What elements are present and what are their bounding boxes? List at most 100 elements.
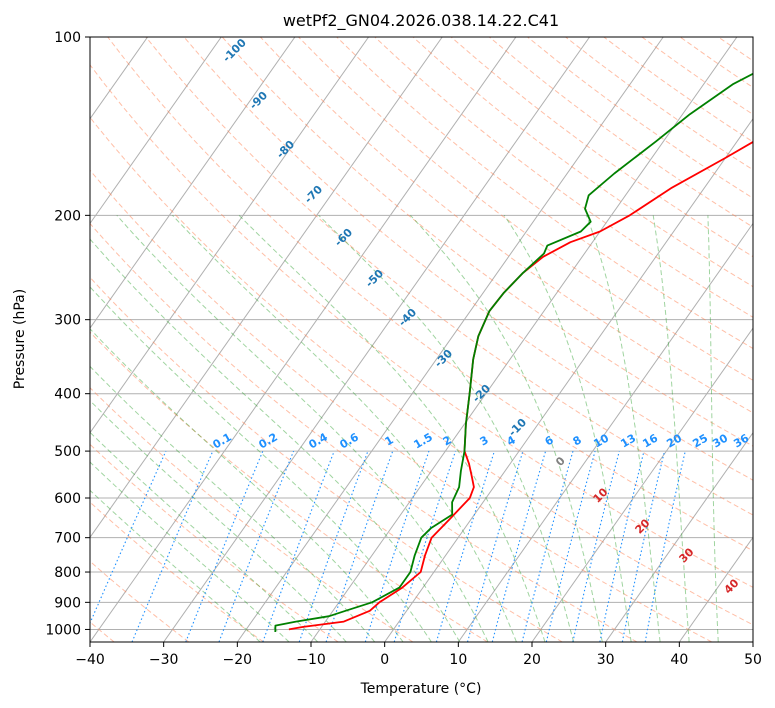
y-tick-label: 100 <box>54 30 81 46</box>
dry-adiabat-line <box>90 331 488 642</box>
dry-adiabat-line <box>90 222 638 642</box>
dry-adiabat-line <box>679 37 753 88</box>
y-tick-label: 600 <box>54 491 81 507</box>
chart-title: wetPf2_GN04.2026.038.14.22.C41 <box>283 11 559 31</box>
mixing-ratio-label: 6 <box>543 433 556 448</box>
dry-adiabat-label: -40 <box>396 306 419 329</box>
x-axis-label: Temperature (°C) <box>360 681 482 697</box>
moist-adiabat-line <box>90 489 261 642</box>
mixing-ratio-label: 13 <box>618 432 638 451</box>
mixing-ratio-label: 0.6 <box>338 430 362 451</box>
mixing-ratio-line <box>298 450 369 642</box>
mixing-ratio-line <box>393 450 457 642</box>
isotherm-line <box>752 641 753 642</box>
mixing-ratio-label: 36 <box>731 431 751 450</box>
dry-adiabat-line <box>488 37 753 228</box>
isotherm-line <box>90 37 443 539</box>
isotherm-line <box>90 37 517 642</box>
dewpoint-profile-line <box>274 72 753 633</box>
mixing-ratio-line <box>599 450 645 642</box>
moist-adiabat-line <box>652 215 690 642</box>
y-tick-label: 1000 <box>45 622 81 638</box>
x-tick-label: 10 <box>449 652 467 668</box>
mixing-ratio-label: 1.5 <box>412 430 435 451</box>
y-tick-label: 500 <box>54 444 81 460</box>
dry-adiabat-line <box>641 37 753 116</box>
mixing-ratio-line <box>218 450 295 642</box>
isotherm-line <box>90 37 222 225</box>
temperature-profile-line <box>288 140 753 631</box>
isotherm-line <box>384 117 753 642</box>
dry-adiabat-line <box>90 276 563 642</box>
mixing-ratio-label: 30 <box>710 431 730 450</box>
moist-adiabat-label: 10 <box>591 485 611 505</box>
mixing-ratio-line <box>90 450 167 625</box>
moist-adiabat-line <box>90 399 347 642</box>
isotherm-line <box>605 431 753 642</box>
mixing-ratio-label: 25 <box>690 432 710 451</box>
mixing-ratio-label: 0.2 <box>257 430 280 451</box>
plot-frame <box>89 36 754 643</box>
mixing-ratio-line <box>364 450 430 642</box>
moist-adiabat-line <box>410 214 603 642</box>
dry-adiabat-line <box>90 560 190 642</box>
dry-adiabat-label: -30 <box>432 347 455 370</box>
moist-adiabat-label: 0 <box>553 454 568 469</box>
dry-adiabat-line <box>336 37 753 350</box>
moist-adiabat-line <box>90 286 432 642</box>
mixing-ratio-line <box>185 450 264 642</box>
x-tick-label: −30 <box>149 652 179 668</box>
dry-adiabat-line <box>107 37 753 552</box>
dry-adiabat-line <box>145 37 753 516</box>
x-tick-label: 40 <box>670 652 688 668</box>
moist-adiabat-line <box>585 215 661 642</box>
dry-adiabat-label: -60 <box>332 226 355 249</box>
dry-adiabat-line <box>90 116 753 626</box>
mixing-ratio-label: 16 <box>640 431 660 450</box>
moist-adiabat-line <box>172 214 517 642</box>
isotherm-line <box>90 37 296 329</box>
mixing-ratio-line <box>521 450 574 642</box>
mixing-ratio-line <box>466 450 524 642</box>
moist-adiabat-line <box>707 215 719 642</box>
moist-adiabat-label: 20 <box>633 516 653 536</box>
x-tick-label: −20 <box>223 652 253 668</box>
moist-adiabat-line <box>116 214 489 642</box>
dry-adiabat-label: -80 <box>274 138 297 161</box>
mixing-ratio-line <box>644 450 686 642</box>
dry-adiabat-line <box>90 443 339 642</box>
y-tick-label: 700 <box>54 531 81 547</box>
dry-adiabat-line <box>450 37 753 258</box>
mixing-ratio-label: 20 <box>664 431 684 450</box>
dry-adiabat-line <box>183 37 753 481</box>
y-tick-label: 800 <box>54 565 81 581</box>
mixing-ratio-line <box>435 450 495 642</box>
x-tick-label: −10 <box>296 652 326 668</box>
isotherm-line <box>457 222 753 642</box>
isotherm-line <box>310 37 738 642</box>
y-tick-label: 900 <box>54 595 81 611</box>
isotherm-line <box>678 536 753 642</box>
x-tick-label: 0 <box>380 652 389 668</box>
isotherm-line <box>163 37 590 642</box>
mixing-ratio-line <box>325 450 394 642</box>
moist-adiabat-line <box>318 214 575 642</box>
dry-adiabat-line <box>90 501 264 642</box>
isotherm-line <box>236 37 664 642</box>
mixing-ratio-line <box>621 450 666 642</box>
y-axis-label: Pressure (hPa) <box>12 289 28 389</box>
mixing-ratio-line <box>572 450 620 642</box>
dry-adiabat-line <box>260 37 753 414</box>
y-tick-label: 200 <box>54 208 81 224</box>
moist-adiabat-line <box>90 365 376 642</box>
isotherm-line <box>90 37 369 434</box>
x-tick-label: 20 <box>523 652 541 668</box>
dry-adiabat-label: -70 <box>302 183 325 206</box>
dry-adiabat-line <box>298 37 753 381</box>
dry-adiabat-label: -50 <box>363 267 386 290</box>
dry-adiabat-line <box>90 169 712 642</box>
y-tick-label: 400 <box>54 387 81 403</box>
mixing-ratio-line <box>491 450 547 642</box>
mixing-ratio-line <box>262 450 335 642</box>
